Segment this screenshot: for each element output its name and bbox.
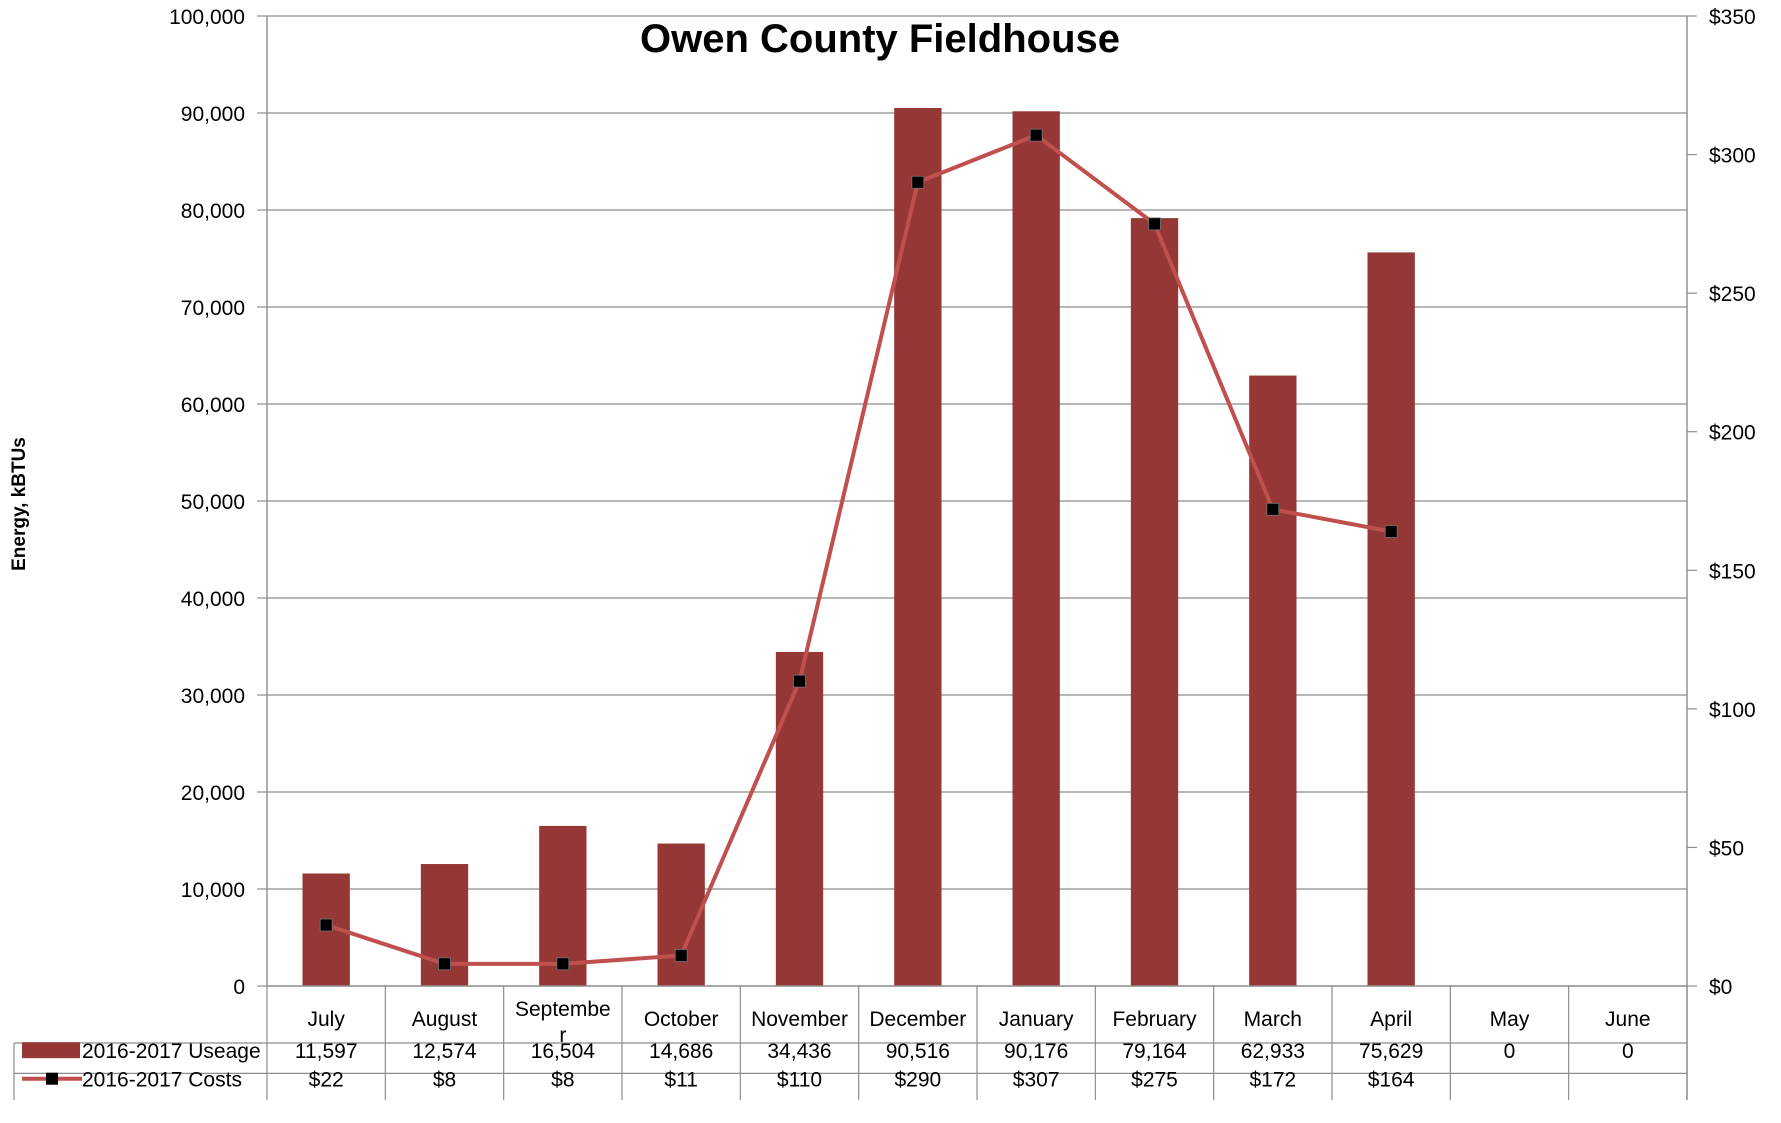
y-axis-tick-label: 10,000	[181, 879, 245, 902]
x-axis-category-label: July	[307, 1008, 345, 1031]
y2-axis-tick-label: $300	[1709, 145, 1756, 168]
y-axis-tick-label: 100,000	[169, 6, 245, 29]
bar-7	[1012, 111, 1060, 987]
y-axis-tick-label: 20,000	[181, 782, 245, 805]
y-axis-tick-label: 70,000	[181, 297, 245, 320]
line-series	[319, 128, 1398, 971]
cost-marker-7	[1029, 128, 1043, 142]
data-table-cell: $307	[1013, 1069, 1060, 1092]
y2-axis-tick-label: $50	[1709, 837, 1744, 860]
legend-key-costs-marker	[46, 1072, 58, 1085]
y2-axis-tick-label: $250	[1709, 283, 1756, 306]
x-axis-category-label: February	[1112, 1008, 1197, 1031]
bar-6	[894, 107, 942, 986]
y-axis-tick-label: 50,000	[181, 491, 245, 514]
data-table-cell: 90,176	[1004, 1040, 1068, 1063]
cost-marker-8	[1148, 217, 1161, 231]
y2-axis-tick-label: $150	[1709, 560, 1756, 583]
data-table-cell: 34,436	[767, 1040, 831, 1063]
x-axis-category-label: October	[644, 1008, 719, 1031]
y-axis-tick-label: 30,000	[181, 685, 245, 708]
x-axis-category-label: Septembe	[515, 998, 611, 1021]
legend-series-name: 2016-2017 Costs	[82, 1069, 242, 1092]
y-axis-tick-label: 60,000	[181, 394, 245, 417]
cost-marker-9	[1266, 502, 1280, 516]
x-axis-category-label: August	[412, 1008, 478, 1031]
data-table-cell: $172	[1249, 1069, 1296, 1092]
x-axis-category-label: January	[999, 1008, 1074, 1031]
x-axis-category-label: March	[1244, 1008, 1302, 1031]
data-table-cell: $110	[777, 1069, 822, 1092]
data-table-cell: 16,504	[531, 1040, 596, 1063]
y2-axis-tick-label: $200	[1709, 422, 1756, 445]
y-axis-label: Energy, kBTUs	[9, 437, 30, 571]
legend-series-name: 2016-2017 Useage	[82, 1040, 261, 1063]
x-axis-category-label: r	[559, 1024, 566, 1047]
data-table-cell: 90,516	[886, 1040, 950, 1063]
cost-marker-3	[556, 957, 570, 971]
grid-lines	[267, 15, 1687, 890]
y-axis-tick-label: 0	[233, 976, 245, 999]
cost-marker-4	[674, 949, 688, 962]
x-axis-category-label: November	[751, 1008, 848, 1031]
data-table-cell: 75,629	[1359, 1040, 1423, 1063]
legend-key-useage	[22, 1042, 80, 1059]
data-table-cell: 62,933	[1241, 1040, 1305, 1063]
x-axis-category-label: June	[1605, 1008, 1651, 1031]
data-table-cell: 0	[1504, 1040, 1516, 1063]
y-axis-tick-label: 90,000	[181, 103, 245, 126]
bar-5	[775, 651, 824, 986]
cost-marker-6	[911, 175, 925, 189]
data-table-cell: 0	[1622, 1040, 1634, 1063]
bar-10	[1367, 252, 1415, 987]
x-axis-category-label: December	[869, 1008, 966, 1031]
cost-marker-1	[319, 918, 333, 932]
data-table-cell: 11,597	[295, 1040, 358, 1063]
data-table-cell: $8	[551, 1069, 574, 1092]
bar-9	[1249, 375, 1297, 986]
cost-line	[325, 133, 1392, 966]
data-table-cell: $8	[433, 1069, 456, 1092]
data-table-cell: 12,574	[412, 1040, 477, 1063]
chart-title: Owen County Fieldhouse	[640, 17, 1120, 61]
y-axis-tick-label: 80,000	[181, 200, 245, 223]
data-table-cell: $164	[1368, 1069, 1415, 1092]
data-table-cell: $11	[664, 1069, 697, 1092]
y-axis-tick-label: 40,000	[181, 588, 245, 611]
bar-8	[1130, 218, 1179, 987]
y2-axis-tick-label: $350	[1709, 6, 1756, 29]
data-table-cell: $275	[1131, 1069, 1178, 1092]
x-axis-category-label: May	[1490, 1008, 1530, 1031]
data-table-cell: $290	[894, 1069, 941, 1092]
data-table-cell: 79,164	[1122, 1040, 1187, 1063]
y2-axis-tick-label: $0	[1709, 976, 1732, 999]
axes: 0 10,000 20,000 30,000 40,000 50,000 60,000 70,…	[169, 6, 1756, 1100]
cost-marker-5	[793, 674, 806, 688]
data-table-cell: $22	[309, 1069, 344, 1092]
cost-marker-10	[1384, 525, 1398, 538]
data-table-cell: 14,686	[649, 1040, 713, 1063]
y2-axis-tick-label: $100	[1709, 699, 1756, 722]
cost-marker-2	[438, 957, 451, 971]
x-axis-category-label: April	[1370, 1008, 1412, 1031]
data-table: July August Septembe r October November Decemb…	[13, 985, 1688, 1100]
bar-series	[302, 107, 1415, 987]
